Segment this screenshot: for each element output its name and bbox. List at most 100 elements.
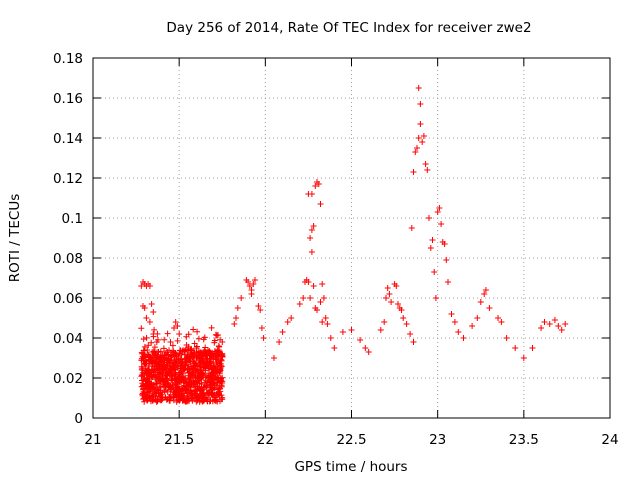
data-point xyxy=(148,301,155,307)
data-point xyxy=(218,357,225,364)
data-point xyxy=(469,323,476,329)
data-point xyxy=(314,307,320,313)
data-point xyxy=(422,161,429,167)
data-point xyxy=(441,241,448,247)
data-point xyxy=(486,305,493,311)
data-point xyxy=(417,121,424,127)
data-point xyxy=(174,323,181,329)
data-point xyxy=(219,378,226,385)
data-point xyxy=(408,225,415,231)
x-tick-label: 22.5 xyxy=(336,432,366,448)
data-point xyxy=(331,345,338,351)
data-point xyxy=(310,223,317,229)
data-point xyxy=(296,301,303,307)
data-point xyxy=(161,336,168,343)
data-point xyxy=(498,319,505,325)
y-axis-label: ROTI / TECUs xyxy=(7,194,23,282)
data-point xyxy=(153,339,160,345)
data-point xyxy=(248,291,255,297)
data-point xyxy=(403,321,410,327)
data-point xyxy=(151,326,158,333)
y-tick-label: 0.04 xyxy=(53,331,83,347)
data-point xyxy=(234,305,241,311)
data-point xyxy=(201,334,208,341)
data-point xyxy=(218,363,225,370)
data-point xyxy=(255,303,262,309)
data-point xyxy=(164,349,171,355)
data-point xyxy=(317,201,324,207)
data-point xyxy=(319,319,326,325)
data-point xyxy=(167,339,174,345)
data-point xyxy=(169,342,176,349)
data-point xyxy=(546,321,553,327)
data-point xyxy=(400,315,407,321)
data-point xyxy=(415,135,422,141)
data-points xyxy=(138,85,569,405)
data-point xyxy=(541,319,548,325)
data-point xyxy=(219,351,226,358)
data-point xyxy=(174,337,181,344)
data-point xyxy=(246,283,253,289)
data-point xyxy=(503,335,510,341)
data-point xyxy=(260,335,267,341)
data-point xyxy=(324,321,331,327)
data-point xyxy=(429,237,436,243)
data-point xyxy=(175,393,182,400)
data-point xyxy=(317,299,324,305)
data-point xyxy=(146,319,153,325)
data-point xyxy=(141,305,148,311)
data-point xyxy=(284,319,291,325)
data-point xyxy=(315,181,322,187)
data-point xyxy=(154,381,161,387)
data-point xyxy=(538,325,545,331)
data-point xyxy=(164,330,171,337)
y-tick-label: 0.14 xyxy=(53,131,83,147)
y-tick-label: 0.02 xyxy=(53,371,83,387)
data-point xyxy=(308,227,315,233)
axis-ticks: 21 21.5 22 22.5 23 23.5 24 0 0.02 0.04 0.06 0.08 0.1… xyxy=(53,51,619,448)
data-point xyxy=(198,353,205,359)
data-point xyxy=(141,343,148,350)
y-tick-label: 0.18 xyxy=(53,51,83,67)
data-point xyxy=(258,325,265,331)
data-point xyxy=(150,331,157,337)
data-point xyxy=(383,295,389,301)
y-tick-label: 0.16 xyxy=(53,91,83,107)
data-point xyxy=(172,319,179,325)
data-point xyxy=(184,355,191,361)
data-point xyxy=(477,299,484,305)
data-point xyxy=(146,283,153,289)
x-tick-label: 23 xyxy=(429,432,446,448)
data-point xyxy=(414,145,420,151)
data-point xyxy=(436,205,443,211)
data-point xyxy=(451,319,458,325)
data-point xyxy=(308,191,315,197)
data-point xyxy=(195,396,202,402)
data-point xyxy=(384,285,391,291)
data-point xyxy=(148,339,155,346)
data-point xyxy=(398,307,405,313)
data-point xyxy=(250,281,257,287)
data-point xyxy=(217,388,224,395)
data-point xyxy=(238,295,245,301)
data-point xyxy=(194,328,201,335)
data-point xyxy=(319,281,326,287)
data-point xyxy=(365,349,372,355)
data-point xyxy=(410,339,417,345)
data-point xyxy=(252,277,258,283)
data-point xyxy=(162,354,169,361)
data-point xyxy=(138,283,145,289)
data-point xyxy=(424,167,431,173)
data-point xyxy=(219,339,226,345)
data-point xyxy=(562,321,569,327)
data-point xyxy=(481,291,488,297)
data-point xyxy=(412,149,419,155)
data-point xyxy=(160,345,167,352)
data-point xyxy=(143,315,150,321)
data-point xyxy=(312,183,319,189)
data-point xyxy=(386,291,393,297)
data-point xyxy=(141,398,148,405)
data-point xyxy=(171,325,177,331)
data-point xyxy=(455,329,462,335)
